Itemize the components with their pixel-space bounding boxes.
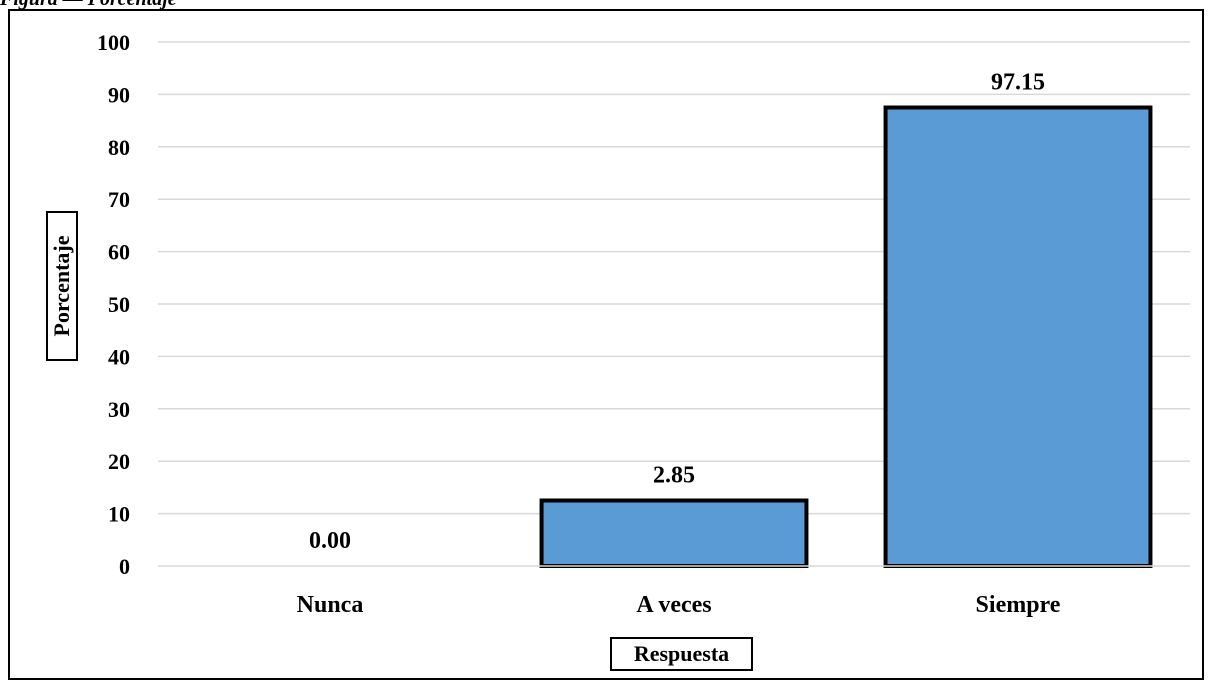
bars xyxy=(542,108,1151,567)
x-tick-label: Nunca xyxy=(297,592,364,618)
y-axis-title: Porcentaje xyxy=(46,211,78,361)
y-tick-label: 60 xyxy=(108,240,130,265)
y-tick-label: 30 xyxy=(108,397,130,422)
bar-chart: 0 10 20 30 40 50 60 70 80 90 100 0.00 2.85 97.15 Nun… xyxy=(10,11,1206,682)
y-tick-labels: 0 10 20 30 40 50 60 70 80 90 100 xyxy=(97,30,130,579)
data-label: 0.00 xyxy=(309,528,351,554)
y-tick-label: 80 xyxy=(108,135,130,160)
y-tick-label: 10 xyxy=(108,502,130,527)
x-tick-label: A veces xyxy=(636,592,711,618)
x-tick-labels: Nunca A veces Siempre xyxy=(297,592,1061,618)
y-tick-label: 90 xyxy=(108,82,130,107)
x-tick-label: Siempre xyxy=(976,592,1061,618)
x-axis-title: Respuesta xyxy=(610,637,753,671)
data-label: 97.15 xyxy=(991,70,1045,96)
y-tick-label: 40 xyxy=(108,344,130,369)
bar-siempre xyxy=(886,108,1151,567)
y-tick-label: 70 xyxy=(108,187,130,212)
y-tick-label: 0 xyxy=(119,554,130,579)
y-axis-title-wrapper: Porcentaje xyxy=(46,211,78,361)
y-tick-label: 50 xyxy=(108,292,130,317)
y-tick-label: 20 xyxy=(108,449,130,474)
bar-a-veces xyxy=(542,501,807,567)
chart-frame: 0 10 20 30 40 50 60 70 80 90 100 0.00 2.85 97.15 Nun… xyxy=(8,9,1204,680)
data-label: 2.85 xyxy=(653,463,695,489)
y-tick-label: 100 xyxy=(97,30,130,55)
